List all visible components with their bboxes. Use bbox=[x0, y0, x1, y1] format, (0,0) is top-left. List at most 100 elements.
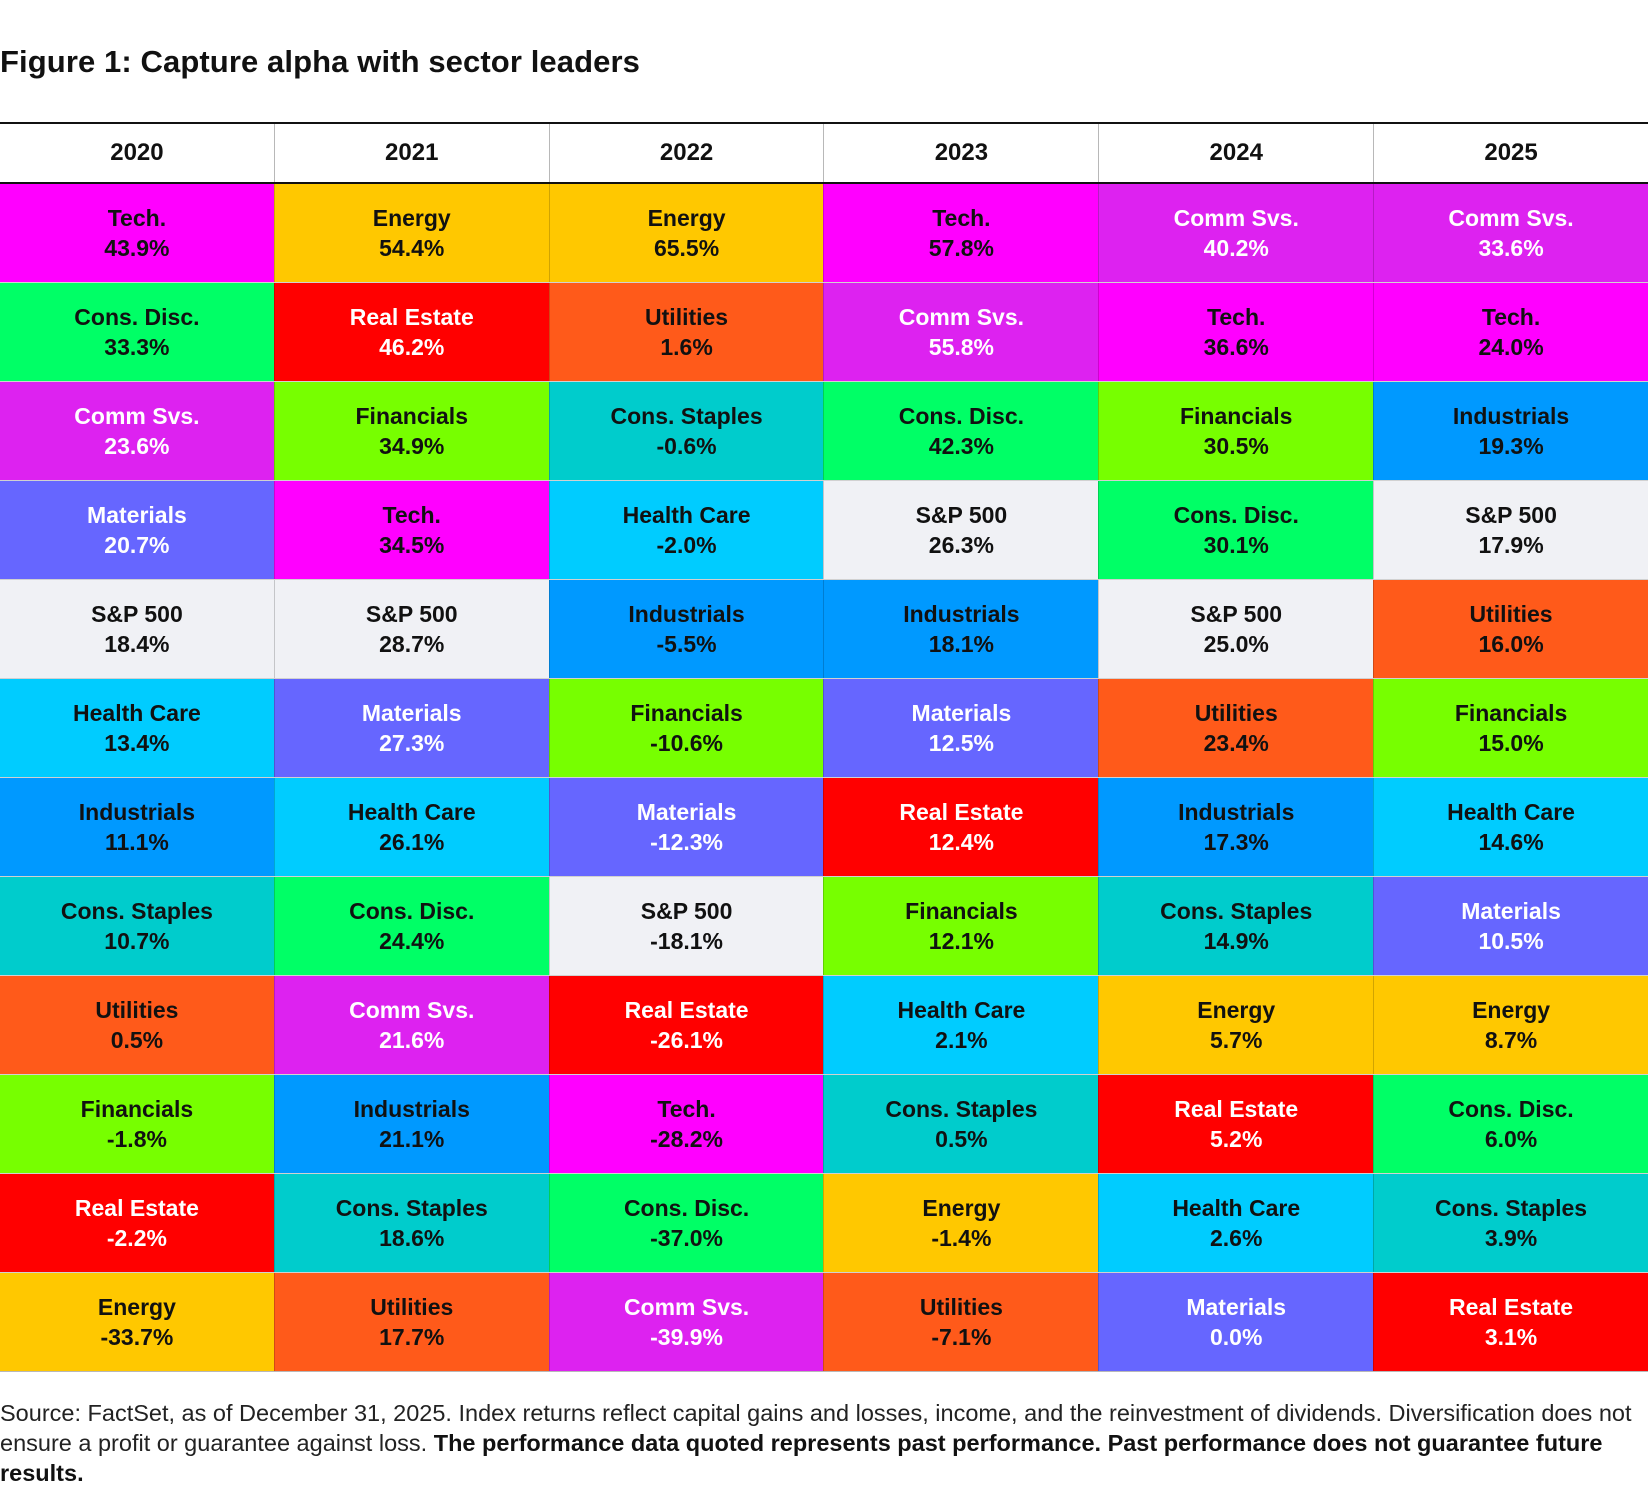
sector-cell: Comm Svs. -39.9% bbox=[548, 1273, 824, 1371]
sector-return: -2.2% bbox=[106, 1225, 167, 1251]
sector-cell: Cons. Staples -0.6% bbox=[548, 382, 824, 480]
sector-cell: Real Estate 3.1% bbox=[1373, 1273, 1648, 1371]
sector-cell: Energy 65.5% bbox=[548, 184, 824, 282]
sector-cell: Industrials 17.3% bbox=[1098, 778, 1374, 876]
rank-row: Cons. Disc. 33.3% Real Estate 46.2% Utilitie… bbox=[0, 282, 1648, 381]
rank-row: Energy -33.7% Utilities 17.7% Comm Svs. -39.9… bbox=[0, 1272, 1648, 1371]
sector-return: 18.1% bbox=[928, 631, 994, 657]
rank-row: Real Estate -2.2% Cons. Staples 18.6% Cons. … bbox=[0, 1173, 1648, 1272]
sector-name: S&P 500 bbox=[365, 601, 458, 627]
footnote-bold: The performance data quoted represents p… bbox=[0, 1430, 1603, 1486]
sector-cell: Tech. 43.9% bbox=[0, 184, 274, 282]
rank-row: Utilities 0.5% Comm Svs. 21.6% Real Estate -2… bbox=[0, 975, 1648, 1074]
sector-return: -18.1% bbox=[650, 928, 723, 954]
sector-return: -7.1% bbox=[931, 1324, 992, 1350]
sector-cell: Materials 10.5% bbox=[1373, 877, 1648, 975]
sector-cell: Materials 27.3% bbox=[273, 679, 549, 777]
sector-cell: Utilities 23.4% bbox=[1098, 679, 1374, 777]
sector-name: S&P 500 bbox=[1465, 502, 1557, 528]
sector-return: 55.8% bbox=[928, 334, 994, 360]
sector-name: Financials bbox=[905, 898, 1018, 924]
sector-return: -39.9% bbox=[650, 1324, 723, 1350]
sector-cell: S&P 500 17.9% bbox=[1373, 481, 1648, 579]
sector-name: Industrials bbox=[628, 601, 745, 627]
sector-name: Energy bbox=[922, 1195, 1001, 1221]
sector-cell: Health Care 2.1% bbox=[823, 976, 1099, 1074]
sector-return: 26.1% bbox=[379, 829, 445, 855]
sector-cell: Energy 5.7% bbox=[1098, 976, 1374, 1074]
sector-name: Industrials bbox=[1452, 403, 1570, 429]
sector-cell: Tech. 24.0% bbox=[1373, 283, 1648, 381]
sector-return: 25.0% bbox=[1203, 631, 1269, 657]
sector-return: 21.6% bbox=[379, 1027, 445, 1053]
sector-return: 28.7% bbox=[379, 631, 445, 657]
sector-name: S&P 500 bbox=[1190, 601, 1283, 627]
sector-cell: Real Estate 5.2% bbox=[1098, 1075, 1374, 1173]
sector-cell: Financials 15.0% bbox=[1373, 679, 1648, 777]
sector-name: Cons. Disc. bbox=[898, 403, 1025, 429]
sector-cell: Materials 20.7% bbox=[0, 481, 274, 579]
sector-name: Tech. bbox=[107, 205, 167, 231]
sector-return: -33.7% bbox=[100, 1324, 174, 1350]
sector-name: Materials bbox=[87, 502, 187, 528]
sector-name: Real Estate bbox=[349, 304, 474, 330]
sector-name: Cons. Disc. bbox=[1173, 502, 1299, 528]
sector-return: -12.3% bbox=[650, 829, 723, 855]
sector-name: Industrials bbox=[78, 799, 196, 825]
sector-cell: Utilities 1.6% bbox=[548, 283, 824, 381]
sector-name: Materials bbox=[1461, 898, 1561, 924]
sector-cell: Cons. Disc. 33.3% bbox=[0, 283, 274, 381]
sector-name: Health Care bbox=[622, 502, 751, 528]
sector-cell: Energy -33.7% bbox=[0, 1273, 274, 1371]
sector-return: 10.5% bbox=[1478, 928, 1544, 954]
sector-name: Comm Svs. bbox=[1173, 205, 1299, 231]
sector-return: 19.3% bbox=[1478, 433, 1544, 459]
rank-row: Comm Svs. 23.6% Financials 34.9% Cons. Stapl… bbox=[0, 381, 1648, 480]
sector-cell: Financials 34.9% bbox=[273, 382, 549, 480]
sector-return: 0.5% bbox=[935, 1126, 988, 1152]
sector-cell: Financials 12.1% bbox=[823, 877, 1099, 975]
sector-return: -37.0% bbox=[650, 1225, 723, 1251]
sector-return: 18.4% bbox=[104, 631, 170, 657]
chart-title: Figure 1: Capture alpha with sector lead… bbox=[0, 44, 640, 79]
sector-cell: Cons. Disc. 24.4% bbox=[273, 877, 549, 975]
sector-return: 17.7% bbox=[379, 1324, 445, 1350]
sector-name: Health Care bbox=[1172, 1195, 1301, 1221]
sector-return: 40.2% bbox=[1203, 235, 1269, 261]
sector-name: Tech. bbox=[1207, 304, 1266, 330]
sector-cell: Health Care 2.6% bbox=[1098, 1174, 1374, 1272]
sector-cell: Cons. Disc. -37.0% bbox=[548, 1174, 824, 1272]
sector-cell: Comm Svs. 40.2% bbox=[1098, 184, 1374, 282]
sector-name: Utilities bbox=[645, 304, 729, 330]
sector-cell: Industrials -5.5% bbox=[548, 580, 824, 678]
sector-return: 12.4% bbox=[928, 829, 994, 855]
sector-name: Energy bbox=[1472, 997, 1551, 1023]
sector-name: Financials bbox=[355, 403, 468, 429]
sector-name: Cons. Staples bbox=[885, 1096, 1038, 1122]
sector-name: Materials bbox=[361, 700, 462, 726]
sector-return: 14.9% bbox=[1203, 928, 1269, 954]
sector-name: Cons. Staples bbox=[335, 1195, 488, 1221]
sector-cell: Tech. -28.2% bbox=[548, 1075, 824, 1173]
sector-name: S&P 500 bbox=[640, 898, 733, 924]
sector-name: Health Care bbox=[347, 799, 476, 825]
sector-return: 15.0% bbox=[1478, 730, 1544, 756]
rank-row: Health Care 13.4% Materials 27.3% Financials… bbox=[0, 678, 1648, 777]
sector-return: 24.0% bbox=[1478, 334, 1544, 360]
sector-return: 46.2% bbox=[379, 334, 445, 360]
sector-return: 2.6% bbox=[1210, 1225, 1263, 1251]
sector-name: Comm Svs. bbox=[349, 997, 475, 1023]
sector-name: Utilities bbox=[1469, 601, 1553, 627]
sector-return: 8.7% bbox=[1484, 1027, 1538, 1053]
sector-return: 12.1% bbox=[928, 928, 994, 954]
sector-name: Materials bbox=[636, 799, 737, 825]
sector-name: Real Estate bbox=[74, 1195, 199, 1221]
sector-return: 54.4% bbox=[379, 235, 445, 261]
sector-return: 65.5% bbox=[653, 235, 720, 261]
sector-cell: S&P 500 25.0% bbox=[1098, 580, 1374, 678]
sector-name: Tech. bbox=[657, 1096, 716, 1122]
sector-name: Real Estate bbox=[899, 799, 1024, 825]
sector-return: -2.0% bbox=[656, 532, 717, 558]
sector-cell: Health Care -2.0% bbox=[548, 481, 824, 579]
sector-return: 30.5% bbox=[1203, 433, 1269, 459]
